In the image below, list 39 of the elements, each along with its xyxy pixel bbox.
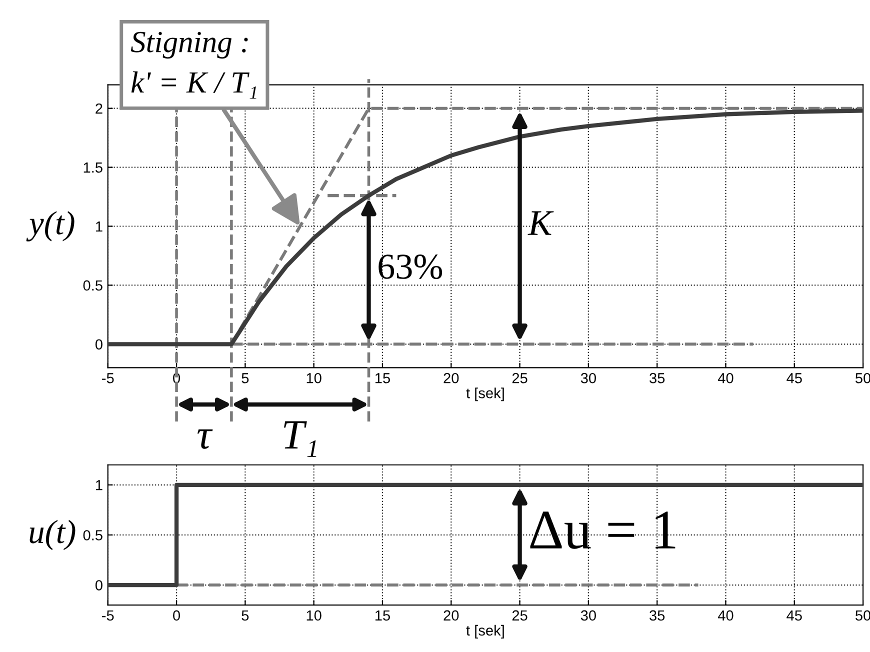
x-tick-label: 20	[444, 610, 459, 621]
y-tick-label: 1	[96, 480, 102, 490]
y-tick-label: 0	[95, 339, 102, 350]
y-tick-label: 0.5	[83, 530, 102, 540]
x-tick-label: 15	[375, 610, 390, 621]
x-tick-label: 20	[444, 372, 459, 384]
x-tick-label: 25	[512, 610, 528, 621]
x-tick-label: 25	[512, 372, 528, 384]
x-tick-label: 35	[650, 372, 665, 384]
x-tick-label: 35	[650, 610, 665, 621]
x-tick-label: 5	[242, 373, 249, 384]
y-tick-label: 2	[96, 103, 102, 114]
text: T₁	[284, 421, 316, 457]
x-tick-label: 40	[718, 610, 734, 621]
y-axis-title: y(t)	[26, 211, 74, 242]
x-tick-label: 30	[580, 372, 596, 384]
annotation: K	[528, 211, 554, 235]
y-tick-label: 0.5	[83, 280, 102, 291]
x-tick-label: 15	[375, 373, 390, 384]
x-tick-label: 5	[242, 610, 249, 621]
x-tick-label: -5	[102, 610, 114, 621]
y-axis-title: u(t)	[30, 520, 76, 550]
text: τ	[197, 429, 213, 449]
y-tick-label: 1	[96, 221, 102, 232]
y-tick-label: 1.5	[84, 162, 102, 173]
x-tick-label: 10	[306, 610, 322, 621]
x-tick-label: 30	[580, 610, 596, 621]
x-tick-label: 0	[173, 610, 180, 621]
annotation: 63%	[378, 254, 442, 280]
x-axis-title: t [sek]	[466, 388, 504, 402]
x-tick-label: 45	[786, 373, 802, 384]
x-tick-label: 40	[718, 372, 734, 384]
y-tick-label: 0	[95, 580, 102, 590]
annotation: Δu = 1	[530, 512, 676, 549]
annotation: Stigning : k' = K / T₁	[130, 32, 256, 99]
x-tick-label: -5	[102, 373, 114, 384]
x-axis-title: t [sek]	[466, 624, 504, 638]
x-tick-label: 10	[306, 372, 322, 384]
x-tick-label: 45	[786, 610, 802, 621]
